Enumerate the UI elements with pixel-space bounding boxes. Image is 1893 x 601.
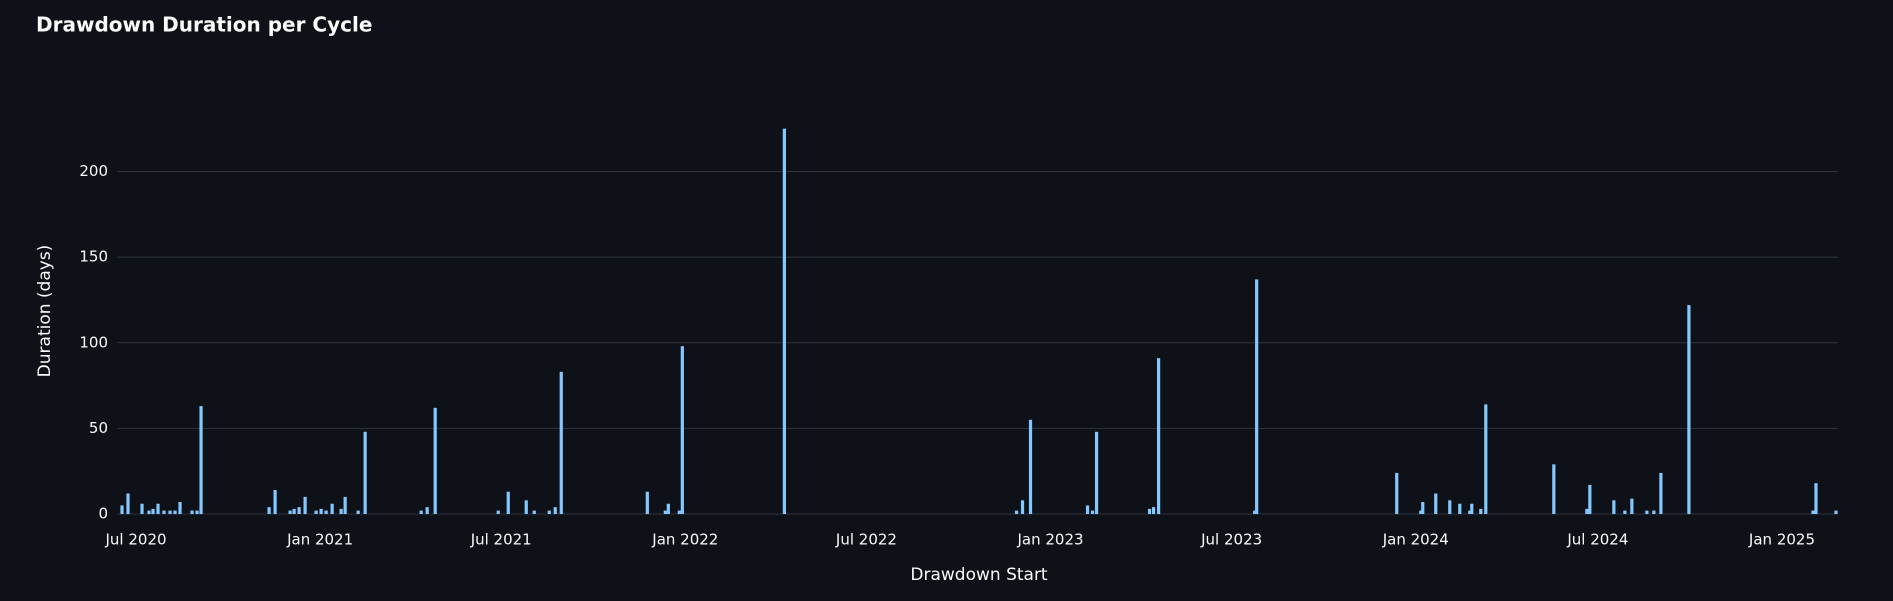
bar bbox=[1811, 510, 1815, 514]
bar bbox=[1588, 484, 1592, 514]
x-tick-label: Jan 2025 bbox=[1748, 531, 1815, 549]
bar bbox=[156, 503, 160, 514]
bar bbox=[199, 406, 203, 514]
bar bbox=[677, 510, 681, 514]
bar bbox=[1470, 503, 1474, 514]
bar bbox=[151, 508, 155, 514]
bar bbox=[1014, 510, 1019, 514]
bar bbox=[666, 503, 670, 514]
bar bbox=[1148, 508, 1152, 514]
bar bbox=[140, 503, 144, 514]
bar bbox=[1253, 510, 1257, 514]
bar bbox=[1020, 500, 1025, 514]
bar bbox=[292, 508, 296, 514]
bar bbox=[1255, 279, 1259, 514]
bar bbox=[343, 496, 347, 514]
bar bbox=[645, 491, 649, 514]
y-tick-label: 0 bbox=[98, 505, 108, 523]
bar bbox=[297, 507, 301, 514]
bar bbox=[1630, 498, 1634, 514]
x-tick-label: Jul 2023 bbox=[1200, 531, 1262, 549]
bar bbox=[1085, 505, 1090, 514]
bar bbox=[559, 371, 563, 514]
bar bbox=[288, 510, 292, 514]
bar bbox=[190, 510, 194, 514]
chart-title: Drawdown Duration per Cycle bbox=[36, 13, 372, 37]
bar bbox=[1645, 510, 1649, 514]
bar bbox=[273, 490, 277, 514]
bar bbox=[168, 510, 172, 514]
x-tick-label: Jan 2022 bbox=[651, 531, 718, 549]
bar bbox=[1090, 510, 1095, 514]
bar bbox=[178, 502, 182, 514]
bar bbox=[663, 510, 667, 514]
y-tick-label: 200 bbox=[79, 162, 108, 180]
x-tick-label: Jul 2020 bbox=[104, 531, 166, 549]
bar bbox=[339, 508, 343, 514]
bar bbox=[680, 346, 684, 514]
bar bbox=[1623, 510, 1627, 514]
bar bbox=[1612, 500, 1616, 514]
bar bbox=[330, 503, 334, 514]
bar bbox=[1434, 493, 1438, 514]
bar bbox=[120, 505, 124, 514]
x-tick-label: Jul 2024 bbox=[1566, 531, 1628, 549]
bar bbox=[1659, 472, 1663, 514]
bar bbox=[506, 491, 510, 514]
bar bbox=[363, 431, 367, 514]
bar bbox=[195, 510, 199, 514]
bar bbox=[303, 496, 307, 514]
bar bbox=[1157, 358, 1161, 514]
x-tick-label: Jul 2022 bbox=[835, 531, 897, 549]
bar bbox=[324, 510, 328, 514]
bar bbox=[1094, 431, 1099, 514]
bar bbox=[173, 510, 177, 514]
bar bbox=[1458, 503, 1462, 514]
bar bbox=[1585, 508, 1589, 514]
x-tick-label: Jan 2023 bbox=[1017, 531, 1084, 549]
bar bbox=[1395, 472, 1399, 514]
bar bbox=[1421, 502, 1425, 514]
bar bbox=[1814, 483, 1818, 514]
bar bbox=[1028, 419, 1033, 514]
bar bbox=[162, 510, 166, 514]
bar bbox=[1448, 500, 1452, 514]
bar bbox=[147, 510, 151, 514]
y-tick-label: 50 bbox=[89, 419, 108, 437]
x-tick-label: Jul 2021 bbox=[470, 531, 532, 549]
bar bbox=[425, 507, 429, 514]
bar bbox=[1419, 510, 1423, 514]
y-tick-label: 100 bbox=[79, 333, 108, 351]
bar bbox=[1834, 510, 1838, 514]
y-tick-label: 150 bbox=[79, 248, 108, 266]
bar bbox=[126, 493, 130, 514]
bar bbox=[553, 507, 557, 514]
bar bbox=[356, 510, 360, 514]
bar bbox=[1152, 507, 1156, 514]
bar bbox=[1479, 508, 1483, 514]
x-tick-label: Jan 2024 bbox=[1382, 531, 1449, 549]
bar bbox=[547, 510, 551, 514]
bar bbox=[782, 128, 786, 514]
bar bbox=[1468, 510, 1472, 514]
bar bbox=[319, 508, 323, 514]
bar bbox=[1652, 510, 1656, 514]
x-tick-label: Jan 2021 bbox=[286, 531, 353, 549]
bar bbox=[1484, 404, 1488, 514]
bar bbox=[419, 510, 423, 514]
x-axis-label: Drawdown Start bbox=[910, 565, 1048, 585]
bar bbox=[496, 510, 500, 514]
bar bbox=[267, 507, 271, 514]
bar bbox=[314, 510, 318, 514]
bar bbox=[1687, 305, 1691, 514]
bar bbox=[532, 510, 536, 514]
bar bbox=[524, 500, 528, 514]
bar bbox=[1552, 464, 1556, 514]
y-axis-label: Duration (days) bbox=[35, 245, 55, 378]
bar bbox=[433, 407, 437, 514]
